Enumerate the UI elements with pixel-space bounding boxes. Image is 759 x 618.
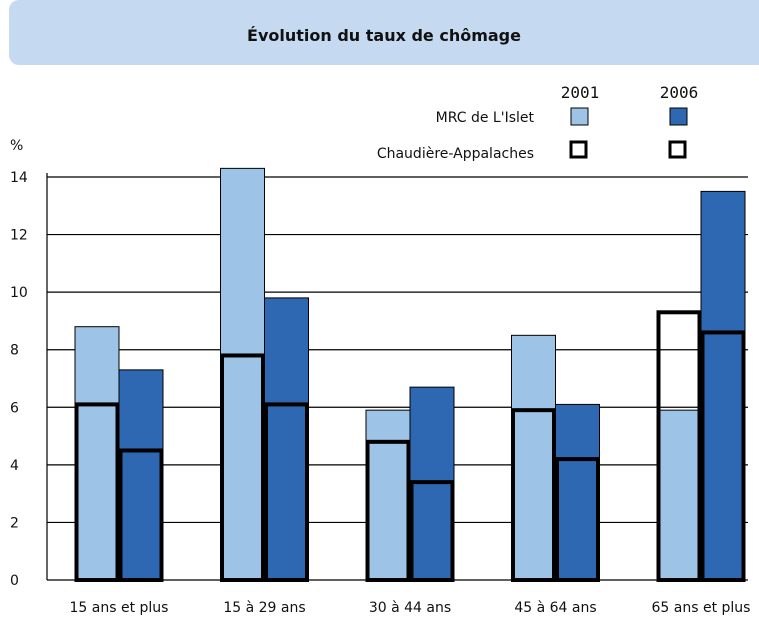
- outline-bar-chaudi-re-appalaches-2006-0: [118, 448, 164, 583]
- outline-bar-chaudi-re-appalaches-2006-3: [555, 457, 600, 583]
- bar-mrc-de-l-islet-2001-3: [511, 334, 556, 581]
- outline-bar-chaudi-re-appalaches-2001-0: [74, 402, 120, 582]
- bar-mrc-de-l-islet-2006-0: [118, 369, 164, 581]
- legend-swatch-mrc-2001: [570, 107, 589, 126]
- bar-mrc-de-l-islet-2001-1: [220, 167, 265, 581]
- y-tick-label: 10: [10, 285, 28, 301]
- legend: 2001 2006 MRC de L'Islet Chaudière-Appal…: [377, 83, 698, 162]
- x-tick-label: 15 à 29 ans: [223, 600, 305, 616]
- outline-bar-chaudi-re-appalaches-2001-3: [511, 408, 556, 582]
- legend-label-mrc: MRC de L'Islet: [436, 110, 535, 126]
- legend-swatch-chaudiere-2006: [668, 140, 687, 159]
- legend-year-2001: 2001: [561, 83, 600, 102]
- y-tick-label: 12: [10, 228, 28, 244]
- y-tick-labels: 0 2 4 6 8 10 12 14: [10, 170, 28, 589]
- legend-label-chaudiere: Chaudière-Appalaches: [377, 146, 534, 162]
- outline-bar-chaudi-re-appalaches-2001-2: [365, 439, 411, 583]
- outline-bar-chaudi-re-appalaches-2001-1: [220, 353, 265, 582]
- outline-bar-chaudi-re-appalaches-2006-2: [409, 480, 455, 582]
- outline-bar-chaudi-re-appalaches-2001-4: [656, 310, 702, 582]
- bar-mrc-de-l-islet-2006-4: [700, 190, 746, 581]
- chart-title: Évolution du taux de chômage: [247, 26, 521, 45]
- outline-bar-chaudi-re-appalaches-2006-1: [264, 402, 309, 582]
- bar-mrc-de-l-islet-2006-1: [264, 297, 309, 581]
- bar-mrc-de-l-islet-2006-3: [555, 403, 600, 581]
- outline-bar-chaudi-re-appalaches-2006-4: [700, 330, 746, 583]
- legend-swatch-mrc-2006: [669, 107, 688, 126]
- x-tick-label: 30 à 44 ans: [369, 600, 451, 616]
- bars: [74, 167, 746, 583]
- title-band: [9, 0, 759, 65]
- y-tick-label: 4: [10, 458, 19, 474]
- legend-swatch-chaudiere-2001: [569, 140, 588, 159]
- bar-mrc-de-l-islet-2001-0: [74, 326, 120, 581]
- bar-mrc-de-l-islet-2001-4: [656, 409, 702, 581]
- y-tick-label: 8: [10, 343, 19, 359]
- legend-year-2006: 2006: [660, 83, 699, 102]
- x-tick-label: 45 à 64 ans: [514, 600, 596, 616]
- bar-mrc-de-l-islet-2001-2: [365, 409, 411, 581]
- y-tick-label: 14: [10, 170, 28, 186]
- y-tick-label: 0: [10, 573, 19, 589]
- x-tick-label: 65 ans et plus: [652, 600, 751, 616]
- y-axis-label: %: [10, 138, 23, 154]
- x-tick-label: 15 ans et plus: [70, 600, 169, 616]
- x-tick-labels: 15 ans et plus 15 à 29 ans 30 à 44 ans 45 à…: [70, 600, 751, 616]
- y-tick-label: 6: [10, 400, 19, 416]
- y-tick-label: 2: [10, 515, 19, 531]
